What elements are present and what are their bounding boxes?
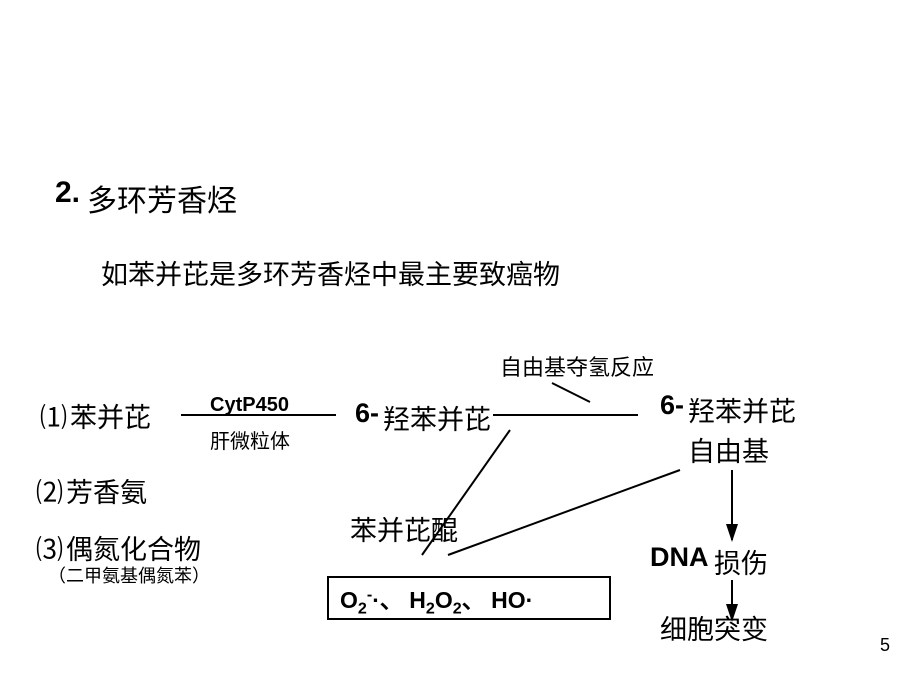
item2-num: ⑵ bbox=[36, 471, 63, 510]
item2-text: 芳香氨 bbox=[66, 471, 147, 510]
slide: 2. 多环芳香烃 如苯并芘是多环芳香烃中最主要致癌物 自由基夺氢反应 ⑴ 苯并芘… bbox=[0, 0, 920, 690]
cell-mutation: 细胞突变 bbox=[660, 608, 768, 647]
item3-note: （二甲氨基偶氮苯） bbox=[48, 562, 210, 588]
annot-free-radical: 自由基夺氢反应 bbox=[500, 350, 654, 382]
item1-num: ⑴ bbox=[40, 396, 67, 435]
node-6oh-text: 羟苯并芘 bbox=[383, 398, 491, 437]
node-6oh-radical-num: 6- bbox=[660, 390, 684, 421]
node-quinone: 苯并芘醌 bbox=[350, 509, 458, 548]
node-free-radical: 自由基 bbox=[688, 430, 769, 469]
dna-label: DNA bbox=[650, 542, 709, 573]
dna-damage-text: 损伤 bbox=[714, 542, 768, 581]
subtitle: 如苯并芘是多环芳香烃中最主要致癌物 bbox=[101, 253, 560, 292]
page-number: 5 bbox=[880, 635, 890, 656]
cytp450-label: CytP450 bbox=[210, 394, 289, 417]
item1-text: 苯并芘 bbox=[70, 396, 151, 435]
node-6oh-num: 6- bbox=[355, 398, 379, 429]
heading-title: 多环芳香烃 bbox=[87, 176, 237, 220]
node-6oh-radical-text: 羟苯并芘 bbox=[688, 390, 796, 429]
heading-num: 2. bbox=[55, 176, 80, 210]
reactive-species: O2-·、 H2O2、 HO· bbox=[340, 581, 533, 619]
liver-label: 肝微粒体 bbox=[210, 425, 290, 454]
